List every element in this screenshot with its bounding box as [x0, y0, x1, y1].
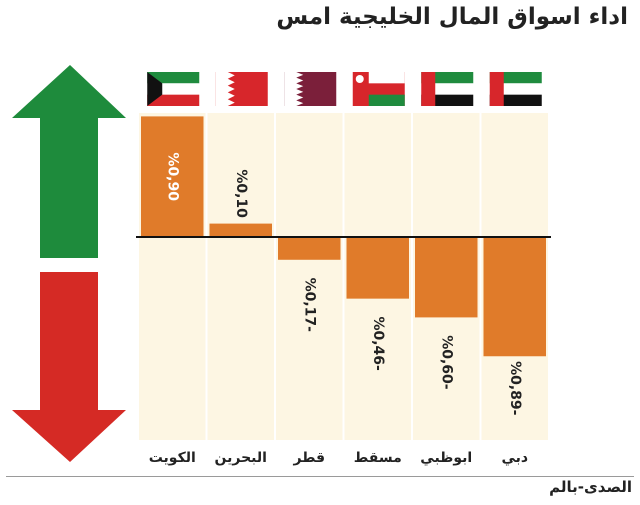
bar-4 — [346, 237, 409, 299]
bar-6 — [483, 237, 546, 357]
flag-stripe — [147, 72, 200, 84]
column-panel — [207, 113, 274, 440]
category-label-6: دبي — [501, 450, 528, 466]
data-label-6: %0,89- — [507, 361, 523, 416]
flag-emblem — [355, 75, 364, 83]
data-label-3: %0,17- — [301, 278, 317, 333]
flag-stripe — [489, 83, 542, 95]
chart-title: اداء اسواق المال الخليجية امس — [276, 4, 628, 30]
flag-stripe — [489, 94, 542, 106]
flag-stripe — [368, 94, 405, 106]
category-label-3: قطر — [292, 450, 325, 466]
footer-divider — [6, 476, 634, 477]
category-label-4: مسقط — [354, 450, 402, 466]
flag-stripe — [368, 72, 405, 84]
column-panel — [276, 113, 343, 440]
qatar-flag-icon — [284, 72, 337, 106]
flag-hoist — [489, 72, 504, 106]
bar-2 — [209, 223, 272, 237]
bahrain-flag-icon — [215, 72, 268, 106]
bar-5 — [415, 237, 478, 318]
footer-source: الصدى-بالم — [549, 478, 632, 496]
flag-hoist — [284, 72, 304, 106]
category-label-1: الكويت — [149, 450, 196, 466]
category-label-2: البحرين — [215, 450, 267, 466]
flag-hoist — [147, 72, 163, 106]
category-label-5: ابوظبي — [420, 450, 472, 466]
bar-3 — [278, 237, 341, 260]
data-label-2: %0,10 — [233, 169, 249, 218]
flag-stripe — [147, 94, 200, 106]
oman-flag-icon — [352, 72, 405, 106]
uae-flag-icon — [489, 72, 542, 106]
down-arrow-icon — [12, 272, 126, 462]
flag-hoist — [215, 72, 235, 106]
kuwait-flag-icon — [147, 72, 200, 106]
uae-flag-icon — [421, 72, 474, 106]
flag-stripe — [421, 72, 474, 84]
data-label-4: %0,46- — [370, 316, 386, 371]
flag-stripe — [147, 83, 200, 95]
flag-stripe — [421, 94, 474, 106]
flag-stripe — [421, 83, 474, 95]
flag-stripe — [489, 72, 542, 84]
data-label-5: %0,60- — [438, 335, 454, 390]
bar-1 — [141, 116, 204, 237]
flag-hoist — [421, 72, 436, 106]
up-arrow-icon — [12, 65, 126, 258]
data-label-1: %0,90 — [164, 152, 180, 201]
